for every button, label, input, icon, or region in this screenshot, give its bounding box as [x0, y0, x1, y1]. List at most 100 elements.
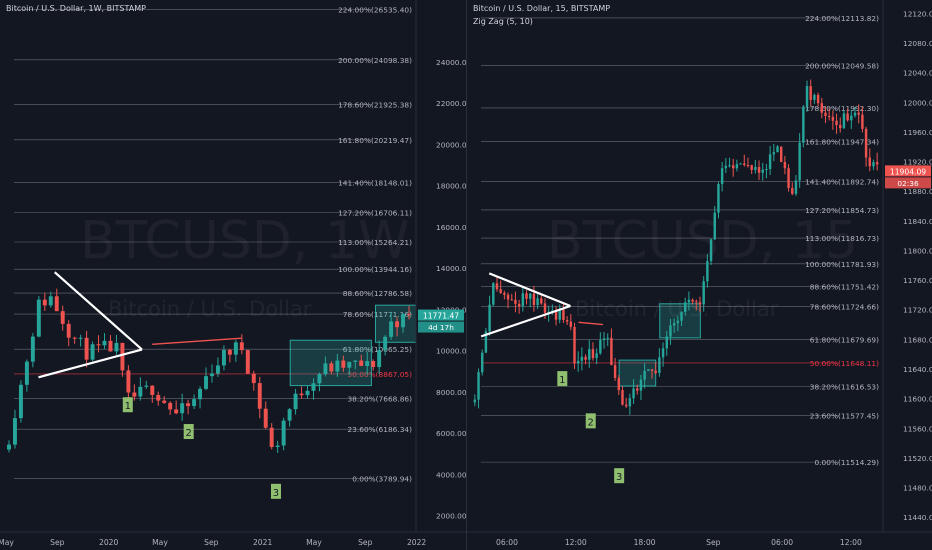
candle-body — [335, 360, 340, 372]
candle-body — [606, 337, 609, 339]
candle-body — [824, 112, 827, 116]
y-axis-tick-label: 12000.00 — [903, 98, 932, 107]
candle-body — [706, 261, 709, 282]
candle-body — [263, 408, 268, 428]
y-axis-tick-label: 18000.00 — [436, 182, 466, 191]
candle-body — [506, 294, 510, 300]
candle-body — [525, 293, 528, 299]
x-axis-tick-label: Sep — [358, 538, 372, 547]
candle-body — [323, 363, 328, 375]
triangle-upper-line — [53, 271, 143, 351]
candle-body — [514, 299, 517, 304]
candle-body — [621, 390, 624, 405]
candle-body — [311, 383, 316, 391]
candle-body — [798, 142, 801, 181]
candle-body — [120, 342, 125, 371]
candle-body — [365, 361, 370, 366]
fib-level-label: 0.00%(3789.94) — [352, 475, 412, 484]
candle-body — [835, 120, 838, 126]
wave-label-text: 1 — [125, 401, 131, 412]
fib-level-label: 50.00%(8867.05) — [347, 370, 412, 379]
candle-body — [532, 293, 536, 306]
candle-body — [96, 344, 101, 346]
last-price-text: 11771.47 — [423, 312, 459, 321]
candle-body — [595, 353, 598, 359]
weekly-chart-pane[interactable]: BTCUSD, 1W Bitcoin / U.S. Dollar 224.00%(2… — [0, 0, 466, 550]
candle-body — [754, 167, 757, 170]
candle-body — [624, 404, 628, 407]
resistance-line — [152, 337, 242, 346]
candle-body — [717, 184, 720, 213]
y-axis-tick-label: 11680.00 — [903, 335, 932, 344]
candle-body — [401, 314, 406, 328]
triangle-lower-line — [480, 304, 571, 338]
watermark-name: Bitcoin / U.S. Dollar — [575, 297, 779, 321]
x-axis-tick-label: 2020 — [99, 538, 118, 547]
candle-body — [126, 370, 131, 393]
candle-body — [643, 370, 646, 380]
candle-body — [610, 337, 613, 365]
candle-body — [389, 321, 394, 337]
fib-level-label: 50.00%(11648.11) — [810, 359, 879, 368]
candle-body — [60, 311, 65, 324]
candle-body — [602, 338, 606, 341]
wave-label-box — [122, 397, 133, 413]
candle-body — [632, 388, 635, 399]
candle-body — [215, 365, 220, 374]
candle-body — [488, 304, 491, 332]
candle-body — [168, 402, 173, 410]
highlight-box — [618, 359, 657, 387]
candle-body — [562, 309, 565, 321]
y-axis-tick-label: 11600.00 — [903, 395, 932, 404]
weekly-chart-svg[interactable]: BTCUSD, 1W Bitcoin / U.S. Dollar 224.00%(2… — [0, 0, 466, 550]
candle-body — [746, 164, 750, 166]
wave-label-text: 2 — [186, 428, 192, 439]
candle-body — [481, 352, 484, 373]
candle-body — [636, 388, 639, 391]
candle-body — [156, 395, 161, 401]
candle-body — [802, 106, 805, 143]
fib-level-label: 113.00%(15264.21) — [338, 238, 412, 247]
y-axis-tick-label: 14000.00 — [436, 264, 466, 273]
y-axis-tick-label: 2000.00 — [436, 512, 466, 521]
fib-level-label: 113.00%(11816.73) — [805, 234, 879, 243]
x-axis-tick-label: Sep — [706, 538, 720, 547]
candle-body — [36, 299, 41, 337]
candle-body — [791, 187, 794, 194]
candle-body — [257, 383, 262, 409]
intraday-chart-svg[interactable]: BTCUSD, 15 Bitcoin / U.S. Dollar 224.00%(1… — [467, 0, 932, 550]
fib-level-label: 161.80%(20219.47) — [338, 136, 412, 145]
wave-label-box — [270, 483, 281, 499]
y-axis-tick-label: 11520.00 — [903, 454, 932, 463]
candle-body — [473, 399, 477, 403]
candle-body — [138, 386, 143, 397]
candle-body — [647, 369, 650, 371]
candle-body — [713, 212, 716, 240]
candle-body — [580, 356, 584, 361]
y-axis-tick-label: 16000.00 — [436, 223, 466, 232]
candle-body — [407, 314, 411, 316]
candle-body — [779, 146, 783, 162]
candle-body — [132, 392, 137, 397]
y-axis-tick-label: 11800.00 — [903, 246, 932, 255]
fib-level-label: 88.60%(12786.58) — [343, 289, 412, 298]
wave-label-text: 2 — [588, 417, 594, 428]
candle-body — [584, 356, 587, 360]
candle-body — [528, 293, 532, 299]
candle-body — [503, 292, 506, 295]
candle-body — [383, 336, 388, 351]
candle-body — [750, 165, 753, 170]
fib-level-label: 127.20%(11854.73) — [805, 206, 879, 215]
y-axis-tick-label: 10000.00 — [436, 347, 466, 356]
candle-body — [639, 379, 643, 391]
last-price-tag — [418, 309, 464, 321]
intraday-chart-pane[interactable]: BTCUSD, 15 Bitcoin / U.S. Dollar 224.00%(1… — [466, 0, 932, 550]
y-axis-tick-label: 11840.00 — [903, 217, 932, 226]
x-axis-tick-label: 2022 — [407, 538, 426, 547]
candle-body — [613, 364, 617, 378]
candle-body — [395, 321, 400, 328]
fib-level-label: 178.60%(11992.30) — [805, 104, 879, 113]
fib-level-label: 38.20%(7668.86) — [347, 395, 412, 404]
candle-body — [628, 398, 632, 407]
candle-body — [850, 115, 853, 121]
